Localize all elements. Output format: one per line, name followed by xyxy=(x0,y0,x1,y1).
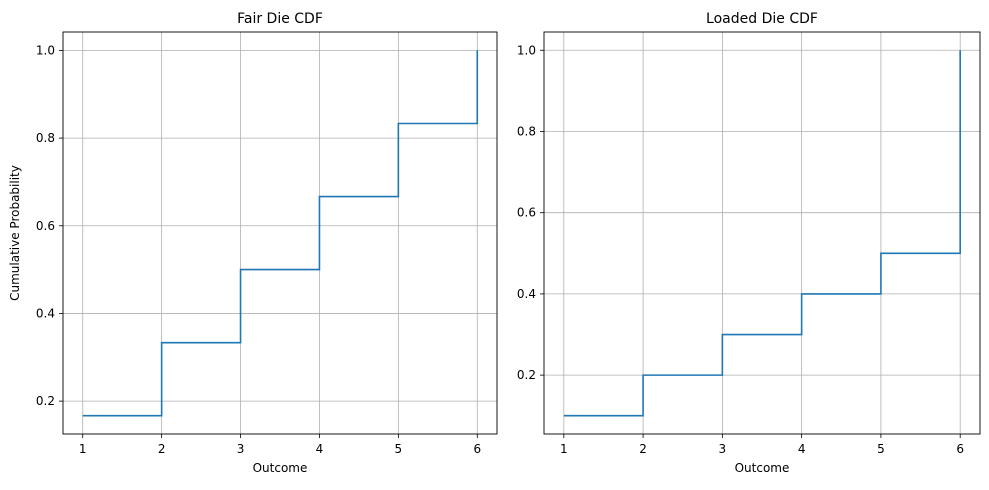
cdf-step-line xyxy=(82,50,479,417)
x-tick-label: 2 xyxy=(158,442,166,456)
cdf-step-line xyxy=(563,50,961,417)
y-tick-label: 0.4 xyxy=(517,287,536,301)
y-axis-label: Cumulative Probability xyxy=(8,165,22,301)
y-tick-label: 1.0 xyxy=(36,43,55,57)
y-tick-label: 0.8 xyxy=(36,131,55,145)
y-tick-label: 0.4 xyxy=(36,306,55,320)
chart-panel-1: 1 2 3 4 5 6 0.2 0.4 0.6 0.8 1.0 Fair Die CDF Outcome… xyxy=(8,11,498,475)
y-tick-label: 0.6 xyxy=(517,206,536,220)
x-tick-label: 5 xyxy=(877,442,885,456)
chart-title: Loaded Die CDF xyxy=(706,11,818,27)
x-tick-label: 2 xyxy=(639,442,647,456)
x-tick-label: 4 xyxy=(316,442,324,456)
x-tick-label: 6 xyxy=(956,442,964,456)
x-tick-label: 1 xyxy=(79,442,87,456)
x-tick-label: 5 xyxy=(395,442,403,456)
axes-frame xyxy=(62,31,498,435)
x-tick-label: 6 xyxy=(473,442,481,456)
x-axis-label: Outcome xyxy=(253,461,308,475)
x-tick-label: 1 xyxy=(560,442,568,456)
y-tick-label: 0.2 xyxy=(36,394,55,408)
y-tick-label: 0.8 xyxy=(517,124,536,138)
y-tick-label: 1.0 xyxy=(517,43,536,57)
x-tick-label: 4 xyxy=(798,442,806,456)
chart-title: Fair Die CDF xyxy=(237,11,323,27)
x-axis-label: Outcome xyxy=(735,461,790,475)
chart-panel-2: 1 2 3 4 5 6 0.2 0.4 0.6 0.8 1.0 Loaded Die CDF Outco… xyxy=(517,11,981,475)
x-tick-label: 3 xyxy=(237,442,245,456)
x-tick-label: 3 xyxy=(719,442,727,456)
y-tick-label: 0.2 xyxy=(517,368,536,382)
axes-frame xyxy=(543,31,981,435)
y-tick-label: 0.6 xyxy=(36,219,55,233)
